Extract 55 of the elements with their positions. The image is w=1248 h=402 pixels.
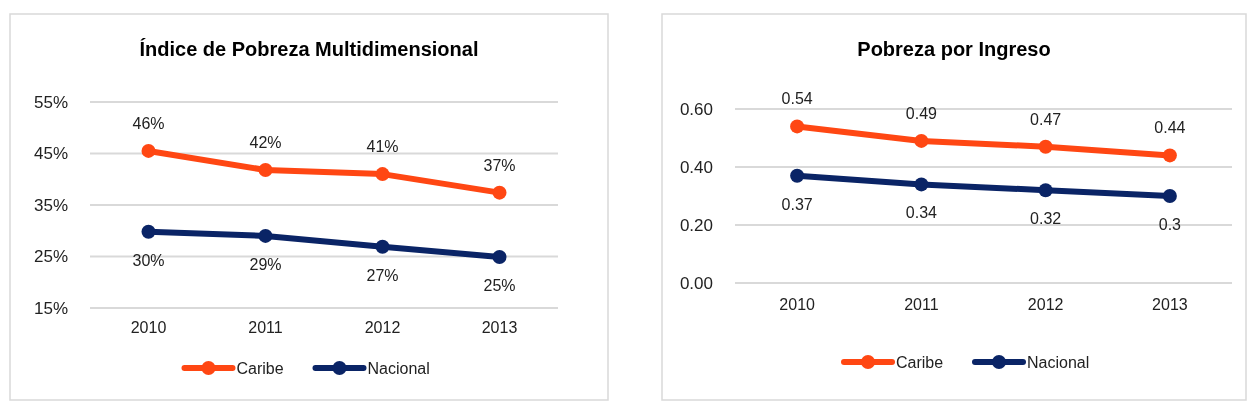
data-label: 0.37 xyxy=(781,195,813,213)
data-label: 0.44 xyxy=(1154,119,1186,137)
x-tick-label: 2013 xyxy=(1152,296,1188,313)
x-tick-label: 2012 xyxy=(364,319,401,336)
data-label: 25% xyxy=(483,277,516,295)
point xyxy=(790,119,805,134)
data-label: 0.49 xyxy=(905,104,938,122)
y-tick-label: 55% xyxy=(33,92,68,112)
point xyxy=(258,228,273,243)
data-label: 37% xyxy=(483,156,516,174)
point xyxy=(375,239,390,254)
y-tick-label: 0.00 xyxy=(679,273,713,293)
point xyxy=(492,185,507,200)
y-tick-label: 15% xyxy=(33,298,68,318)
data-label: 30% xyxy=(132,251,165,269)
data-label: 0.32 xyxy=(1030,210,1062,228)
y-tick-label: 45% xyxy=(33,144,68,164)
point xyxy=(790,168,805,183)
chart-title: Índice de Pobreza Multidimensional xyxy=(139,38,479,60)
legend-label: Nacional xyxy=(1027,353,1090,371)
point xyxy=(1038,183,1053,198)
data-label: 0.54 xyxy=(781,90,813,108)
data-label: 0.3 xyxy=(1158,216,1182,233)
data-label: 0.34 xyxy=(905,204,938,222)
y-tick-label: 35% xyxy=(33,195,68,215)
x-tick-label: 2010 xyxy=(130,319,167,336)
legend-label: Nacional xyxy=(367,359,430,377)
point xyxy=(141,143,156,158)
point xyxy=(1162,189,1177,203)
point xyxy=(258,162,273,177)
y-tick-label: 0.20 xyxy=(679,215,713,235)
x-tick-label: 2011 xyxy=(248,319,283,336)
y-tick-label: 0.40 xyxy=(679,157,713,177)
data-label: 41% xyxy=(366,138,399,156)
legend-label: Caribe xyxy=(236,359,284,377)
point xyxy=(914,133,929,148)
point xyxy=(1162,148,1177,163)
data-label: 46% xyxy=(132,114,165,132)
data-label: 0.47 xyxy=(1030,110,1062,128)
data-label: 29% xyxy=(249,255,282,273)
point xyxy=(492,250,507,265)
y-tick-label: 0.60 xyxy=(679,99,713,119)
x-tick-label: 2010 xyxy=(779,296,816,313)
y-tick-label: 25% xyxy=(33,247,68,267)
point xyxy=(141,224,156,239)
x-tick-label: 2012 xyxy=(1027,296,1064,313)
data-label: 42% xyxy=(249,133,282,151)
x-tick-label: 2011 xyxy=(904,296,939,313)
point xyxy=(914,177,929,192)
point xyxy=(375,167,390,182)
x-tick-label: 2013 xyxy=(481,319,518,336)
point xyxy=(1038,139,1053,154)
legend-label: Caribe xyxy=(896,353,944,371)
data-label: 27% xyxy=(366,266,399,284)
chart-title: Pobreza por Ingreso xyxy=(857,38,1051,60)
